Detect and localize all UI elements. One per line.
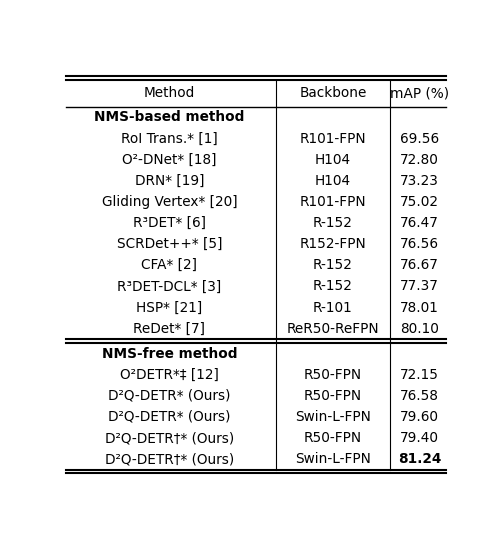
Text: R³DET-DCL* [3]: R³DET-DCL* [3] xyxy=(118,279,222,293)
Text: 76.67: 76.67 xyxy=(400,258,439,272)
Text: 81.24: 81.24 xyxy=(398,452,442,466)
Text: R³DET* [6]: R³DET* [6] xyxy=(133,216,206,230)
Text: NMS-based method: NMS-based method xyxy=(94,110,244,124)
Text: 75.02: 75.02 xyxy=(400,195,440,209)
Text: NMS-free method: NMS-free method xyxy=(102,346,237,360)
Text: R152-FPN: R152-FPN xyxy=(300,237,366,251)
Text: ReR50-ReFPN: ReR50-ReFPN xyxy=(286,322,380,336)
Text: ReDet* [7]: ReDet* [7] xyxy=(134,322,206,336)
Text: DRN* [19]: DRN* [19] xyxy=(134,174,204,188)
Text: 79.40: 79.40 xyxy=(400,431,440,445)
Text: 80.10: 80.10 xyxy=(400,322,439,336)
Text: 77.37: 77.37 xyxy=(400,279,439,293)
Text: R-152: R-152 xyxy=(313,258,353,272)
Text: 76.58: 76.58 xyxy=(400,389,440,403)
Text: 72.80: 72.80 xyxy=(400,153,439,167)
Text: Swin-L-FPN: Swin-L-FPN xyxy=(295,410,371,424)
Text: Swin-L-FPN: Swin-L-FPN xyxy=(295,452,371,466)
Text: R-152: R-152 xyxy=(313,279,353,293)
Text: O²DETR*‡ [12]: O²DETR*‡ [12] xyxy=(120,367,219,381)
Text: R-152: R-152 xyxy=(313,216,353,230)
Text: CFA* [2]: CFA* [2] xyxy=(142,258,198,272)
Text: Method: Method xyxy=(144,87,195,101)
Text: R50-FPN: R50-FPN xyxy=(304,389,362,403)
Text: 73.23: 73.23 xyxy=(400,174,439,188)
Text: D²Q-DETR†* (Ours): D²Q-DETR†* (Ours) xyxy=(105,452,234,466)
Text: R-101: R-101 xyxy=(313,301,353,315)
Text: RoI Trans.* [1]: RoI Trans.* [1] xyxy=(121,131,218,145)
Text: H104: H104 xyxy=(315,153,351,167)
Text: 78.01: 78.01 xyxy=(400,301,439,315)
Text: Backbone: Backbone xyxy=(300,87,366,101)
Text: 76.47: 76.47 xyxy=(400,216,439,230)
Text: HSP* [21]: HSP* [21] xyxy=(136,301,202,315)
Text: SCRDet++* [5]: SCRDet++* [5] xyxy=(116,237,222,251)
Text: 69.56: 69.56 xyxy=(400,131,440,145)
Text: mAP (%): mAP (%) xyxy=(390,87,450,101)
Text: 79.60: 79.60 xyxy=(400,410,440,424)
Text: D²Q-DETR* (Ours): D²Q-DETR* (Ours) xyxy=(108,389,230,403)
Text: O²-DNet* [18]: O²-DNet* [18] xyxy=(122,153,216,167)
Text: D²Q-DETR* (Ours): D²Q-DETR* (Ours) xyxy=(108,410,230,424)
Text: R50-FPN: R50-FPN xyxy=(304,431,362,445)
Text: R101-FPN: R101-FPN xyxy=(300,195,366,209)
Text: R101-FPN: R101-FPN xyxy=(300,131,366,145)
Text: Gliding Vertex* [20]: Gliding Vertex* [20] xyxy=(102,195,237,209)
Text: D²Q-DETR†* (Ours): D²Q-DETR†* (Ours) xyxy=(105,431,234,445)
Text: 72.15: 72.15 xyxy=(400,367,440,381)
Text: R50-FPN: R50-FPN xyxy=(304,367,362,381)
Text: H104: H104 xyxy=(315,174,351,188)
Text: 76.56: 76.56 xyxy=(400,237,440,251)
